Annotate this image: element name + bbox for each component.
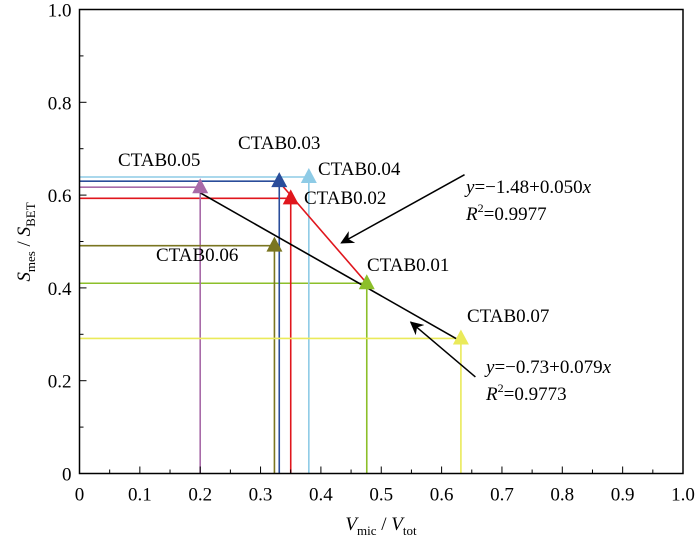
x-tick-label: 0.5 xyxy=(369,485,393,506)
point-label: CTAB0.06 xyxy=(156,245,238,266)
drop-line-ctab0.01 xyxy=(79,282,368,474)
y-axis-label: Smes / SBET xyxy=(14,202,38,281)
fit-equation: y=−0.73+0.079x xyxy=(484,357,612,378)
fit-r2: R2=0.9977 xyxy=(465,201,547,225)
r2-sup: 2 xyxy=(478,201,484,215)
point-ctab0.02 xyxy=(282,189,299,205)
x-tick-label: 0.8 xyxy=(550,485,574,506)
x-tick-label: 0.9 xyxy=(611,485,635,506)
point-label: CTAB0.01 xyxy=(367,255,449,276)
point-label: CTAB0.04 xyxy=(318,159,401,180)
x-tick-label: 0 xyxy=(75,485,85,506)
r2-value: =0.9977 xyxy=(484,204,547,225)
eq-x: x xyxy=(582,177,592,198)
point-ctab0.04 xyxy=(300,168,317,184)
x-tick-label: 0.4 xyxy=(309,485,333,506)
x-tick-label: 0.2 xyxy=(188,485,212,506)
eq-y: y xyxy=(484,357,495,378)
point-label: CTAB0.03 xyxy=(238,133,320,154)
point-label: CTAB0.02 xyxy=(304,188,386,209)
x-axis-label: Vmic / Vtot xyxy=(345,514,417,538)
x-tick-label: 0.1 xyxy=(128,485,152,506)
r2-value: =0.9773 xyxy=(504,384,567,405)
data-points xyxy=(192,168,469,345)
drop-line-ctab0.05 xyxy=(79,186,201,474)
x-tick-label: 0.6 xyxy=(430,485,454,506)
drop-line-ctab0.03 xyxy=(79,180,281,474)
r2-r: R xyxy=(485,384,498,405)
y-tick-label: 0.2 xyxy=(48,372,72,393)
annotations: y=−1.48+0.050xR2=0.9977y=−0.73+0.079xR2=… xyxy=(340,174,612,405)
r2-r: R xyxy=(465,204,478,225)
fit-equation: y=−1.48+0.050x xyxy=(464,177,592,198)
y-tick-label: 1.0 xyxy=(48,1,72,22)
x-tick-label: 1.0 xyxy=(671,485,695,506)
drop-lines xyxy=(79,176,462,474)
x-tick-label: 0.3 xyxy=(249,485,273,506)
point-label: CTAB0.05 xyxy=(118,150,200,171)
annotation-arrow xyxy=(409,321,476,378)
point-ctab0.07 xyxy=(452,329,469,345)
fit-black xyxy=(199,192,462,342)
point-label: CTAB0.07 xyxy=(467,306,549,327)
y-tick-label: 0.8 xyxy=(48,93,72,114)
point-ctab0.01 xyxy=(358,274,375,290)
y-tick-label: 0.6 xyxy=(48,186,72,207)
eq-y: y xyxy=(464,177,475,198)
plot-frame xyxy=(78,8,684,475)
eq-x: x xyxy=(602,357,612,378)
drop-line-ctab0.02 xyxy=(79,197,292,474)
y-tick-label: 0.4 xyxy=(48,279,72,300)
r2-sup: 2 xyxy=(498,381,504,395)
point-ctab0.05 xyxy=(192,178,209,194)
y-tick-label: 0 xyxy=(62,465,72,486)
point-ctab0.03 xyxy=(271,172,288,188)
eq-body: =−1.48+0.050 xyxy=(474,177,582,198)
annotation-arrow xyxy=(340,174,465,244)
axes: 0 0.1 0.2 0.3 0.4 0.5 0.6 0.7 0.8 0.9 1.0 0 0.2 0.4 0.… xyxy=(48,1,695,506)
drop-line-ctab0.06 xyxy=(79,244,276,474)
fit-r2: R2=0.9773 xyxy=(485,381,567,405)
point-ctab0.06 xyxy=(266,236,283,252)
x-tick-label: 0.7 xyxy=(490,485,514,506)
eq-body: =−0.73+0.079 xyxy=(494,357,602,378)
drop-line-ctab0.07 xyxy=(79,337,462,474)
point-labels: CTAB0.01 CTAB0.02 CTAB0.03 CTAB0.04 CTAB0.05… xyxy=(118,133,549,327)
